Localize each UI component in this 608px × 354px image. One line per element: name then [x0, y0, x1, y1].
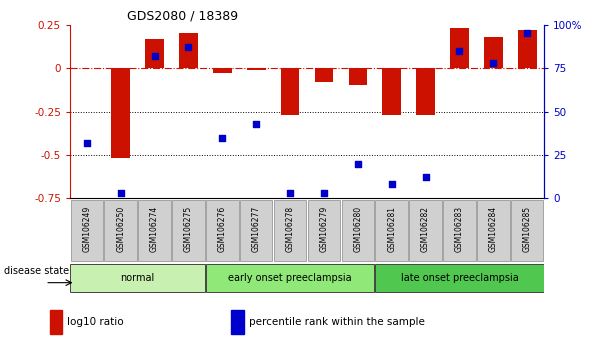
FancyBboxPatch shape [375, 263, 544, 292]
FancyBboxPatch shape [206, 263, 375, 292]
Point [184, 45, 193, 50]
Point [455, 48, 465, 53]
Text: GSM106277: GSM106277 [252, 206, 261, 252]
FancyBboxPatch shape [240, 200, 272, 261]
FancyBboxPatch shape [172, 200, 205, 261]
Text: GDS2080 / 18389: GDS2080 / 18389 [127, 9, 238, 22]
Point [353, 161, 363, 166]
FancyBboxPatch shape [274, 200, 306, 261]
Text: GSM106249: GSM106249 [82, 206, 91, 252]
Point [421, 175, 430, 180]
Point [150, 53, 159, 59]
FancyBboxPatch shape [443, 200, 475, 261]
FancyBboxPatch shape [71, 263, 205, 292]
Text: GSM106280: GSM106280 [353, 206, 362, 252]
Text: GSM106250: GSM106250 [116, 206, 125, 252]
Text: normal: normal [120, 273, 155, 283]
Point [218, 135, 227, 140]
Bar [315, 68, 333, 82]
Bar [348, 68, 367, 85]
Text: early onset preeclampsia: early onset preeclampsia [228, 273, 352, 283]
Bar [518, 30, 536, 68]
Bar [111, 68, 130, 158]
Text: GSM106284: GSM106284 [489, 206, 498, 252]
Text: log10 ratio: log10 ratio [67, 317, 124, 327]
Point [319, 190, 329, 196]
FancyBboxPatch shape [477, 200, 510, 261]
Bar [145, 39, 164, 68]
FancyBboxPatch shape [409, 200, 442, 261]
Text: GSM106282: GSM106282 [421, 206, 430, 252]
Text: GSM106285: GSM106285 [523, 206, 532, 252]
Bar [247, 68, 266, 70]
Text: GSM106275: GSM106275 [184, 206, 193, 252]
Text: GSM106278: GSM106278 [286, 206, 295, 252]
FancyBboxPatch shape [511, 200, 544, 261]
Text: GSM106279: GSM106279 [319, 206, 328, 252]
Bar [213, 68, 232, 73]
Point [387, 182, 396, 187]
Text: disease state: disease state [4, 266, 69, 276]
Point [82, 140, 92, 145]
Bar [50, 310, 62, 334]
Bar [416, 68, 435, 115]
Text: GSM106276: GSM106276 [218, 206, 227, 252]
FancyBboxPatch shape [308, 200, 340, 261]
FancyBboxPatch shape [139, 200, 171, 261]
Bar [231, 310, 244, 334]
Point [488, 60, 498, 66]
Text: GSM106283: GSM106283 [455, 206, 464, 252]
Text: late onset preeclampsia: late onset preeclampsia [401, 273, 519, 283]
Point [116, 190, 126, 196]
Bar [179, 33, 198, 68]
Text: GSM106281: GSM106281 [387, 206, 396, 252]
FancyBboxPatch shape [105, 200, 137, 261]
Bar [484, 37, 503, 68]
FancyBboxPatch shape [376, 200, 408, 261]
FancyBboxPatch shape [206, 200, 238, 261]
FancyBboxPatch shape [342, 200, 374, 261]
Bar [382, 68, 401, 115]
FancyBboxPatch shape [71, 200, 103, 261]
Point [285, 190, 295, 196]
Point [522, 30, 532, 36]
Text: percentile rank within the sample: percentile rank within the sample [249, 317, 425, 327]
Bar [281, 68, 299, 115]
Point [251, 121, 261, 126]
Bar [450, 28, 469, 68]
Text: GSM106274: GSM106274 [150, 206, 159, 252]
